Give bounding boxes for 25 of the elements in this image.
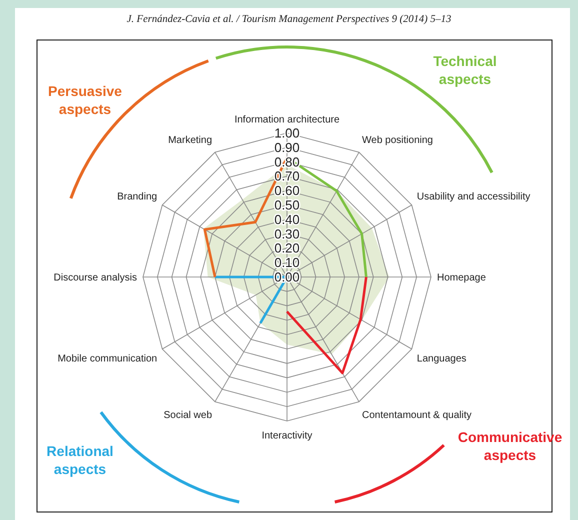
text: Relational aspects [46,443,114,477]
spoke-label: Languages [416,354,466,364]
spoke-label: Information architecture [234,114,340,126]
spoke-label: Discourse analysis [54,272,137,284]
spoke-label: Web positioning [362,135,433,146]
text: J. Fernández-Cavia et al. / Tourism Management Perspectives 9 (2014) 5–13 [126,14,452,25]
y-tick-label: 0.00 [274,270,300,284]
spoke-label: Social web [164,410,212,421]
spoke-label: Branding [117,192,158,202]
y-tick-label: 0.10 [274,255,300,270]
spoke-label: Marketing [168,135,212,146]
y-tick-label: 0.90 [274,140,300,155]
spoke-label: Contentamount & quality [362,410,472,421]
text: Technical aspects [433,53,497,87]
y-tick-label: 0.20 [274,240,300,256]
spoke-label: Usability and accessibility [416,192,530,202]
y-tick-label: 0.40 [274,212,300,227]
text: Persuasive aspects [48,83,122,117]
y-tick-label: 1.00 [274,126,300,140]
spoke-label: Mobile communication [58,354,158,364]
y-tick-label: 0.50 [274,198,300,212]
y-tick-label: 0.60 [274,183,300,198]
spoke-label: Interactivity [262,430,312,442]
spoke-label: Homepage [437,272,486,284]
y-tick-label: 0.30 [274,226,300,242]
